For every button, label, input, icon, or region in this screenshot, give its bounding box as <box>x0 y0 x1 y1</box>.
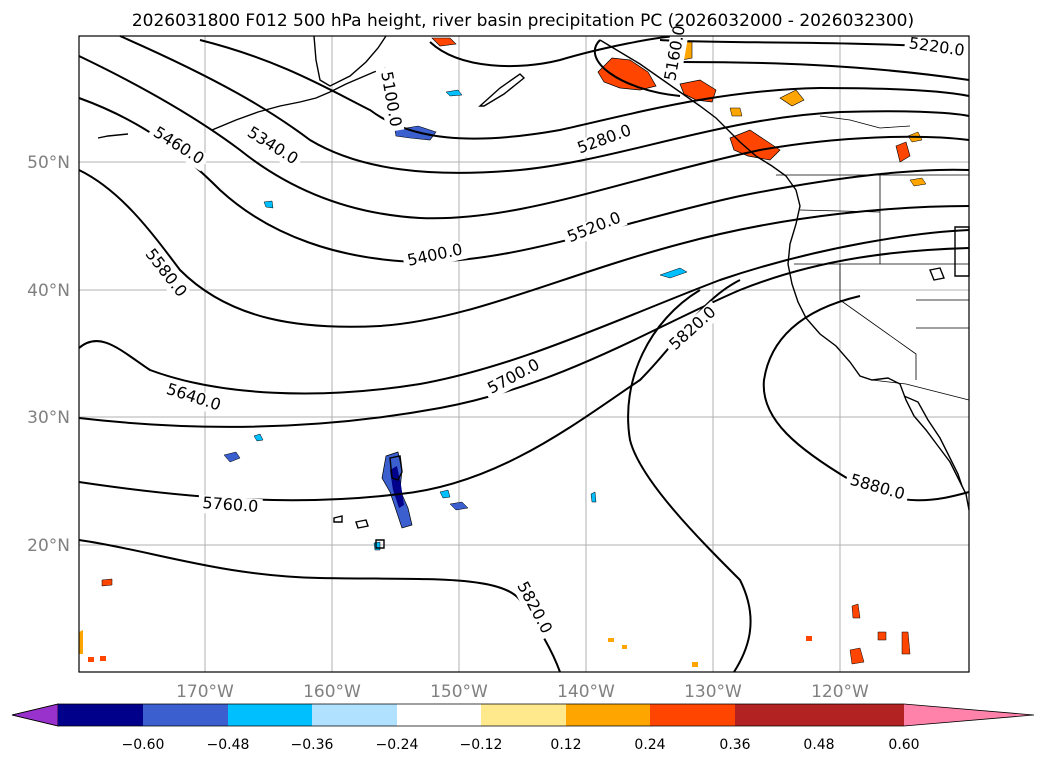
colorbar-tick: −0.36 <box>291 737 334 753</box>
us-mexico-border <box>871 379 970 401</box>
precip-negative-area <box>373 541 381 551</box>
colorbar-segment <box>566 704 650 726</box>
map-frame <box>78 35 970 673</box>
precip-negative-core <box>390 466 404 508</box>
colorbar-segment <box>143 704 228 726</box>
precip-positive-area <box>901 631 911 655</box>
colorbar-tick: 0.60 <box>888 737 919 753</box>
hawaii-big-island <box>389 455 403 481</box>
precip-positive-area <box>100 656 106 661</box>
precip-positive-area <box>877 631 887 641</box>
precip-positive-area <box>849 647 865 665</box>
precip-positive-area <box>101 578 113 587</box>
hawaii-island <box>355 519 369 529</box>
precip-positive-area <box>79 630 83 654</box>
precip-positive-area <box>806 636 812 641</box>
latitude-labels: 50°N 40°N 30°N 20°N <box>27 153 70 556</box>
alaska-coast <box>313 35 387 87</box>
island <box>478 73 526 107</box>
precip-negative-area <box>253 433 264 442</box>
precip-positive-area <box>622 645 627 649</box>
colorbar-segment <box>735 704 819 726</box>
precip-positive-area <box>895 141 911 163</box>
lat-label: 30°N <box>27 408 70 428</box>
hawaii-island <box>333 515 343 523</box>
colorbar-segment <box>58 704 143 726</box>
precip-positive-area <box>608 638 614 642</box>
precip-positive-area <box>909 177 927 187</box>
precip-positive-area <box>692 662 698 667</box>
colorbar-tick: −0.12 <box>460 737 503 753</box>
gulf-of-california-coast <box>903 395 963 487</box>
state-border <box>839 264 917 380</box>
lat-label: 50°N <box>27 153 70 173</box>
lat-label: 40°N <box>27 281 70 301</box>
aleutian-coast <box>211 67 387 131</box>
colorbar-ticks: −0.60 −0.48 −0.36 −0.24 −0.12 0.12 0.24 … <box>122 737 920 753</box>
precip-negative-area <box>445 89 463 97</box>
colorbar-tick: 0.48 <box>803 737 834 753</box>
precip-negative-area <box>223 451 241 463</box>
lon-label: 170°W <box>176 682 234 702</box>
precip-negative-area <box>659 267 688 279</box>
precip-positive-area <box>779 89 805 107</box>
colorbar-segment <box>819 704 904 726</box>
lat-label: 20°N <box>27 536 70 556</box>
aleutian-coast <box>97 133 129 139</box>
hawaii-island <box>375 539 385 549</box>
map-panel: 5220.0 5100.0 5280.0 5340.0 5460.0 5400.… <box>78 24 970 673</box>
colorbar-tick: −0.48 <box>207 737 250 753</box>
lon-label: 120°W <box>811 682 869 702</box>
precip-positive-area <box>851 603 861 619</box>
colorbar-segment <box>228 704 312 726</box>
precip-negative-area <box>263 200 274 209</box>
precip-negative-area <box>590 491 597 503</box>
contour-label: 5760.0 <box>202 493 259 516</box>
precip-positive-area <box>88 657 94 662</box>
lon-label: 160°W <box>303 682 361 702</box>
colorbar-tick: −0.24 <box>376 737 419 753</box>
north-america-coast <box>599 39 970 511</box>
coastlines <box>97 35 970 549</box>
colorbar-segment <box>650 704 735 726</box>
colorbar-extend-low <box>11 703 59 727</box>
lake <box>929 267 945 281</box>
precip-positive-area <box>729 129 781 161</box>
colorbar-tick: 0.36 <box>719 737 750 753</box>
map-title: 2026031800 F012 500 hPa height, river ba… <box>132 11 914 31</box>
precip-positive-area <box>597 57 657 91</box>
colorbar-extend-high <box>904 704 1034 726</box>
colorbar-segment <box>397 704 481 726</box>
colorbar-tick: 0.24 <box>634 737 665 753</box>
longitude-labels: 170°W 160°W 150°W 140°W 130°W 120°W <box>176 682 869 702</box>
colorbar-tick: −0.60 <box>122 737 165 753</box>
colorbar-outline <box>11 703 1035 727</box>
precip-positive-area <box>729 107 743 117</box>
precip-negative-area <box>439 489 451 499</box>
colorbar-segment <box>312 704 397 726</box>
lon-label: 130°W <box>684 682 742 702</box>
lon-label: 150°W <box>430 682 488 702</box>
precip-negative-area <box>449 501 469 511</box>
colorbar: −0.60 −0.48 −0.36 −0.24 −0.12 0.12 0.24 … <box>11 703 1035 753</box>
precip-positive-area <box>431 37 457 47</box>
colorbar-segment <box>481 704 566 726</box>
colorbar-tick: 0.12 <box>550 737 581 753</box>
lon-label: 140°W <box>557 682 615 702</box>
province-border <box>819 115 911 129</box>
